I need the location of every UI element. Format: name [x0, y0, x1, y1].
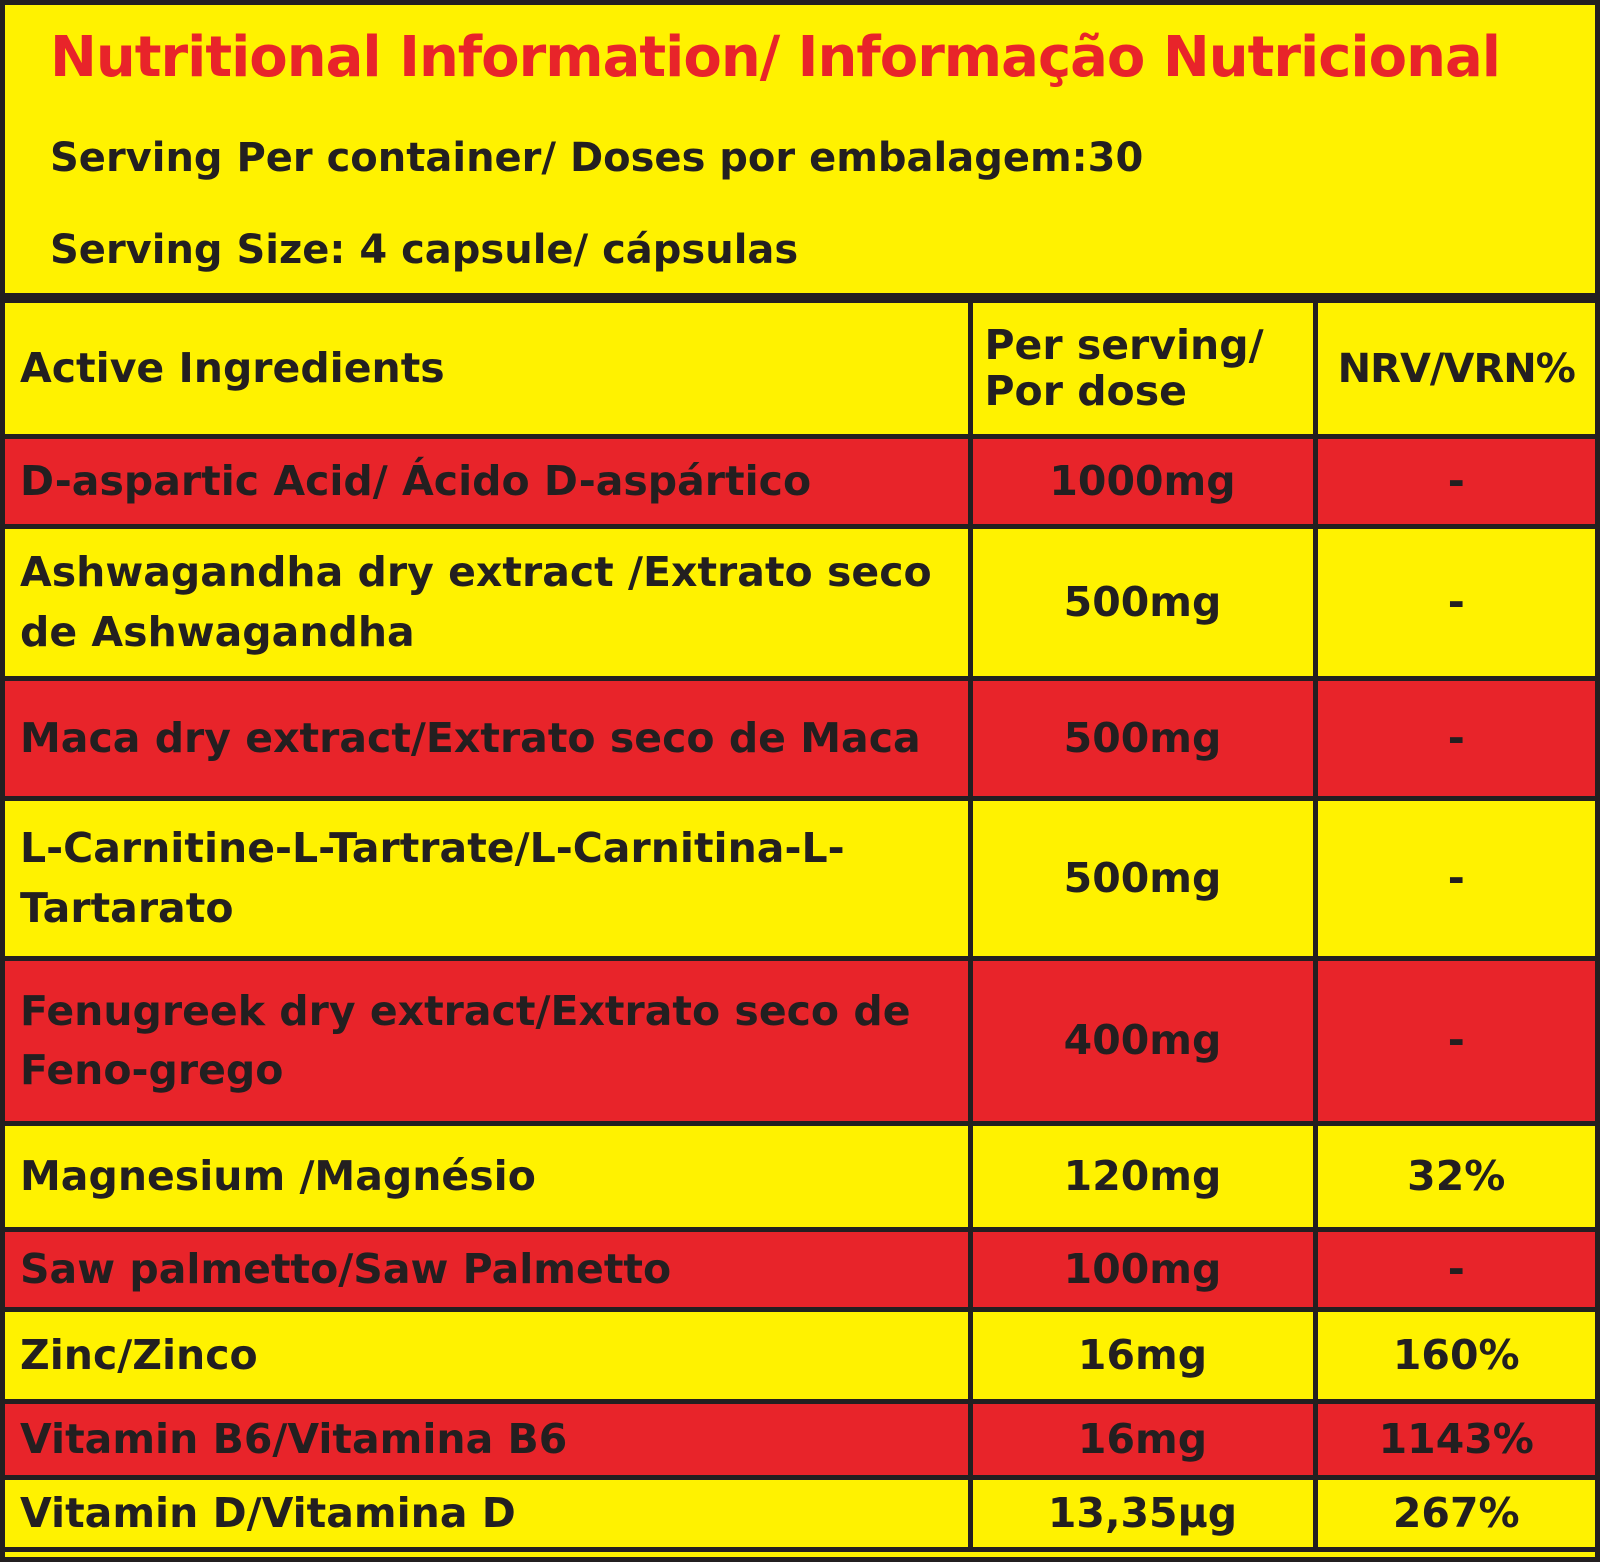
ingredient-nrv: -	[1312, 524, 1595, 681]
ingredient-name: Magnesium /Magnésio	[5, 1121, 973, 1232]
ingredient-nrv: 1143%	[1312, 1399, 1595, 1480]
serving-size: Serving Size: 4 capsule/ cápsulas	[50, 227, 799, 273]
table-row: Vitamin D/Vitamina D 13,35µg 267%	[5, 1475, 1595, 1552]
ingredient-name: Fenugreek dry extract/Extrato seco de Fe…	[5, 956, 973, 1126]
nutrition-table: Active Ingredients Per serving/ Por dose…	[5, 298, 1595, 1552]
label-header: Nutritional Information/ Informação Nutr…	[5, 5, 1595, 298]
ingredient-nrv: -	[1312, 956, 1595, 1126]
ingredient-amount: 16mg	[967, 1307, 1318, 1404]
ingredient-amount: 120mg	[967, 1121, 1318, 1232]
ingredient-amount: 13,35µg	[967, 1475, 1318, 1552]
ingredient-amount: 500mg	[967, 524, 1318, 681]
ingredient-nrv: -	[1312, 434, 1595, 529]
ingredient-nrv: -	[1312, 796, 1595, 961]
header-per-serving-line2: Por dose	[984, 366, 1187, 415]
label-title: Nutritional Information/ Informação Nutr…	[50, 25, 1501, 90]
table-row: Saw palmetto/Saw Palmetto 100mg -	[5, 1227, 1595, 1312]
table-row: Zinc/Zinco 16mg 160%	[5, 1307, 1595, 1404]
ingredient-name: Zinc/Zinco	[5, 1307, 973, 1404]
ingredient-amount: 400mg	[967, 956, 1318, 1126]
ingredient-nrv: -	[1312, 676, 1595, 801]
header-nrv: NRV/VRN%	[1312, 298, 1595, 439]
header-active-ingredients: Active Ingredients	[5, 298, 973, 439]
table-row: D-aspartic Acid/ Ácido D-aspártico 1000m…	[5, 434, 1595, 529]
servings-per-container: Serving Per container/ Doses por embalag…	[50, 135, 1144, 181]
header-per-serving: Per serving/ Por dose	[967, 298, 1318, 439]
ingredient-nrv: 160%	[1312, 1307, 1595, 1404]
ingredient-nrv: 32%	[1312, 1121, 1595, 1232]
table-row: Ashwagandha dry extract /Extrato seco de…	[5, 524, 1595, 681]
table-row: Magnesium /Magnésio 120mg 32%	[5, 1121, 1595, 1232]
ingredient-amount: 500mg	[967, 676, 1318, 801]
ingredient-name: L-Carnitine-L-Tartrate/L-Carnitina-L-Tar…	[5, 796, 973, 961]
ingredient-name: D-aspartic Acid/ Ácido D-aspártico	[5, 434, 973, 529]
header-per-serving-line1: Per serving/	[984, 321, 1264, 370]
ingredient-name: Vitamin D/Vitamina D	[5, 1475, 973, 1552]
ingredient-amount: 16mg	[967, 1399, 1318, 1480]
ingredient-amount: 1000mg	[967, 434, 1318, 529]
table-row: Fenugreek dry extract/Extrato seco de Fe…	[5, 956, 1595, 1126]
ingredient-amount: 100mg	[967, 1227, 1318, 1312]
ingredient-nrv: 267%	[1312, 1475, 1595, 1552]
ingredient-name: Maca dry extract/Extrato seco de Maca	[5, 676, 973, 801]
table-header-row: Active Ingredients Per serving/ Por dose…	[5, 298, 1595, 439]
table-row: L-Carnitine-L-Tartrate/L-Carnitina-L-Tar…	[5, 796, 1595, 961]
ingredient-name: Vitamin B6/Vitamina B6	[5, 1399, 973, 1480]
ingredient-nrv: -	[1312, 1227, 1595, 1312]
table-row: Maca dry extract/Extrato seco de Maca 50…	[5, 676, 1595, 801]
ingredient-name: Ashwagandha dry extract /Extrato seco de…	[5, 524, 973, 681]
ingredient-name: Saw palmetto/Saw Palmetto	[5, 1227, 973, 1312]
ingredient-amount: 500mg	[967, 796, 1318, 961]
table-row: Vitamin B6/Vitamina B6 16mg 1143%	[5, 1399, 1595, 1480]
